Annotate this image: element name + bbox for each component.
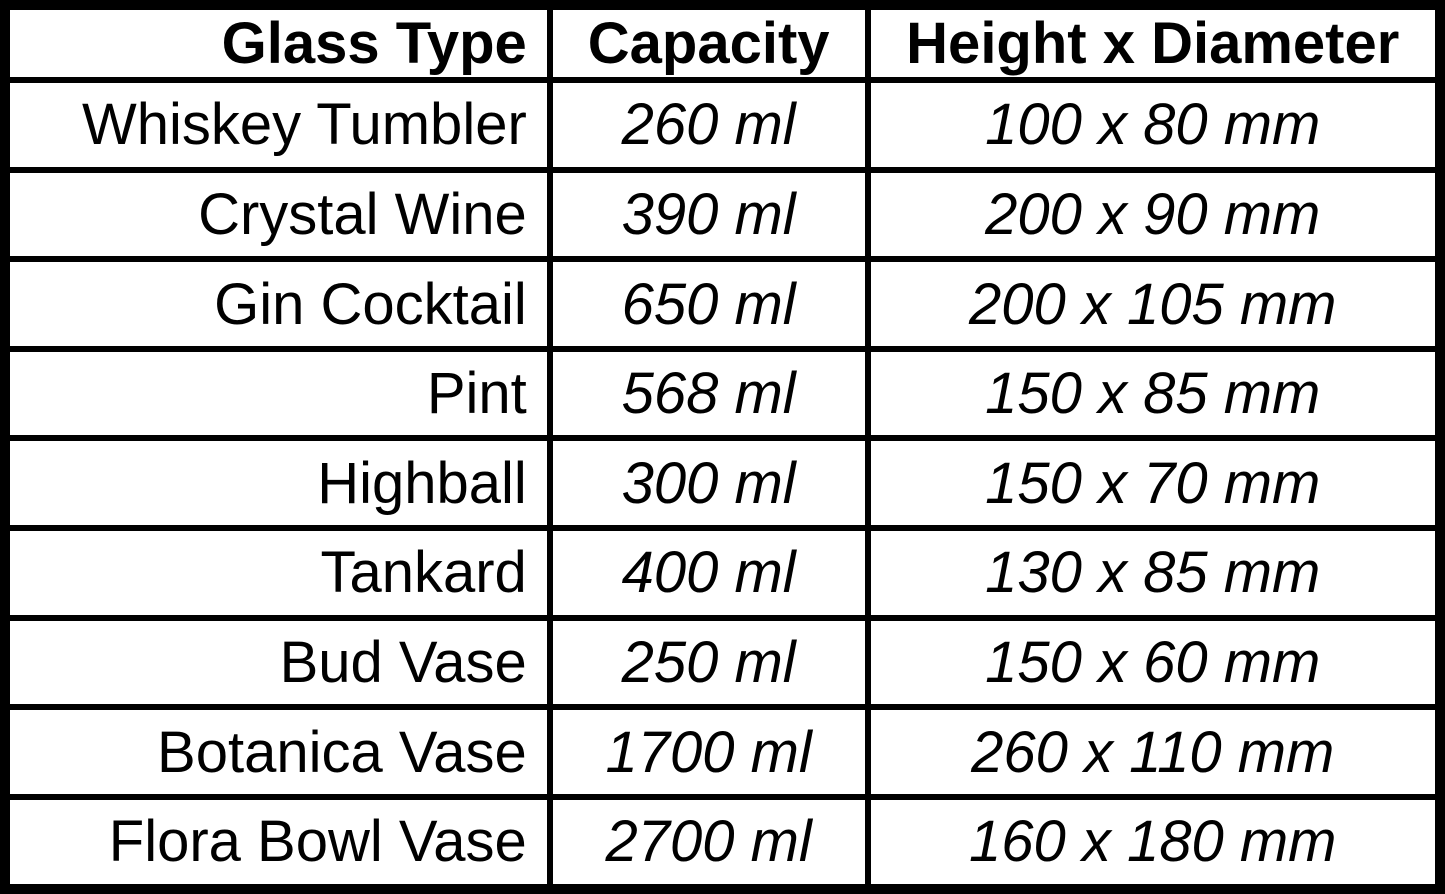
cell-dimensions: 150 x 60 mm bbox=[864, 614, 1443, 711]
cell-capacity: 250 ml bbox=[546, 614, 871, 711]
table-row: Pint 568 ml 150 x 85 mm bbox=[2, 345, 1443, 442]
cell-glass-type: Crystal Wine bbox=[2, 166, 553, 263]
cell-capacity: 568 ml bbox=[546, 345, 871, 442]
header-capacity: Capacity bbox=[546, 2, 871, 83]
table-row: Crystal Wine 390 ml 200 x 90 mm bbox=[2, 166, 1443, 263]
table-row: Bud Vase 250 ml 150 x 60 mm bbox=[2, 614, 1443, 711]
cell-glass-type: Flora Bowl Vase bbox=[2, 793, 553, 893]
cell-dimensions: 130 x 85 mm bbox=[864, 525, 1443, 621]
table-row: Botanica Vase 1700 ml 260 x 110 mm bbox=[2, 704, 1443, 800]
cell-glass-type: Bud Vase bbox=[2, 614, 553, 711]
cell-dimensions: 150 x 85 mm bbox=[864, 345, 1443, 442]
cell-dimensions: 160 x 180 mm bbox=[864, 793, 1443, 893]
cell-glass-type: Gin Cocktail bbox=[2, 256, 553, 352]
table-header: Glass Type Capacity Height x Diameter bbox=[2, 2, 1443, 83]
table-row: Flora Bowl Vase 2700 ml 160 x 180 mm bbox=[2, 793, 1443, 893]
header-glass-type: Glass Type bbox=[2, 2, 553, 83]
header-height-x-diameter: Height x Diameter bbox=[864, 2, 1443, 83]
cell-dimensions: 200 x 90 mm bbox=[864, 166, 1443, 263]
cell-glass-type: Whiskey Tumbler bbox=[2, 77, 553, 173]
cell-glass-type: Highball bbox=[2, 435, 553, 532]
table-row: Gin Cocktail 650 ml 200 x 105 mm bbox=[2, 256, 1443, 352]
cell-capacity: 400 ml bbox=[546, 525, 871, 621]
cell-capacity: 2700 ml bbox=[546, 793, 871, 893]
cell-capacity: 650 ml bbox=[546, 256, 871, 352]
cell-dimensions: 260 x 110 mm bbox=[864, 704, 1443, 800]
cell-capacity: 390 ml bbox=[546, 166, 871, 263]
cell-dimensions: 200 x 105 mm bbox=[864, 256, 1443, 352]
table-row: Highball 300 ml 150 x 70 mm bbox=[2, 435, 1443, 532]
cell-dimensions: 100 x 80 mm bbox=[864, 77, 1443, 173]
cell-capacity: 300 ml bbox=[546, 435, 871, 532]
cell-capacity: 1700 ml bbox=[546, 704, 871, 800]
cell-capacity: 260 ml bbox=[546, 77, 871, 173]
table-row: Whiskey Tumbler 260 ml 100 x 80 mm bbox=[2, 77, 1443, 173]
cell-glass-type: Botanica Vase bbox=[2, 704, 553, 800]
table-row: Tankard 400 ml 130 x 85 mm bbox=[2, 525, 1443, 621]
cell-glass-type: Tankard bbox=[2, 525, 553, 621]
header-row: Glass Type Capacity Height x Diameter bbox=[2, 2, 1443, 83]
cell-dimensions: 150 x 70 mm bbox=[864, 435, 1443, 532]
cell-glass-type: Pint bbox=[2, 345, 553, 442]
table-body: Whiskey Tumbler 260 ml 100 x 80 mm Crystal … bbox=[2, 77, 1443, 893]
